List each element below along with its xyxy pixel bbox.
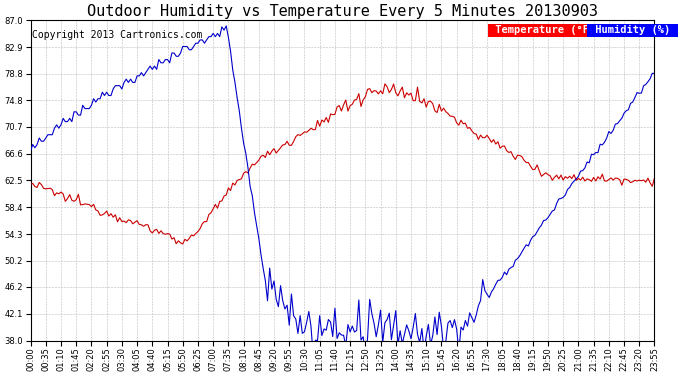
Text: Copyright 2013 Cartronics.com: Copyright 2013 Cartronics.com (32, 30, 202, 40)
Text: Temperature (°F): Temperature (°F) (489, 25, 602, 35)
Title: Outdoor Humidity vs Temperature Every 5 Minutes 20130903: Outdoor Humidity vs Temperature Every 5 … (87, 4, 598, 19)
Text: Humidity (%): Humidity (%) (589, 25, 676, 35)
